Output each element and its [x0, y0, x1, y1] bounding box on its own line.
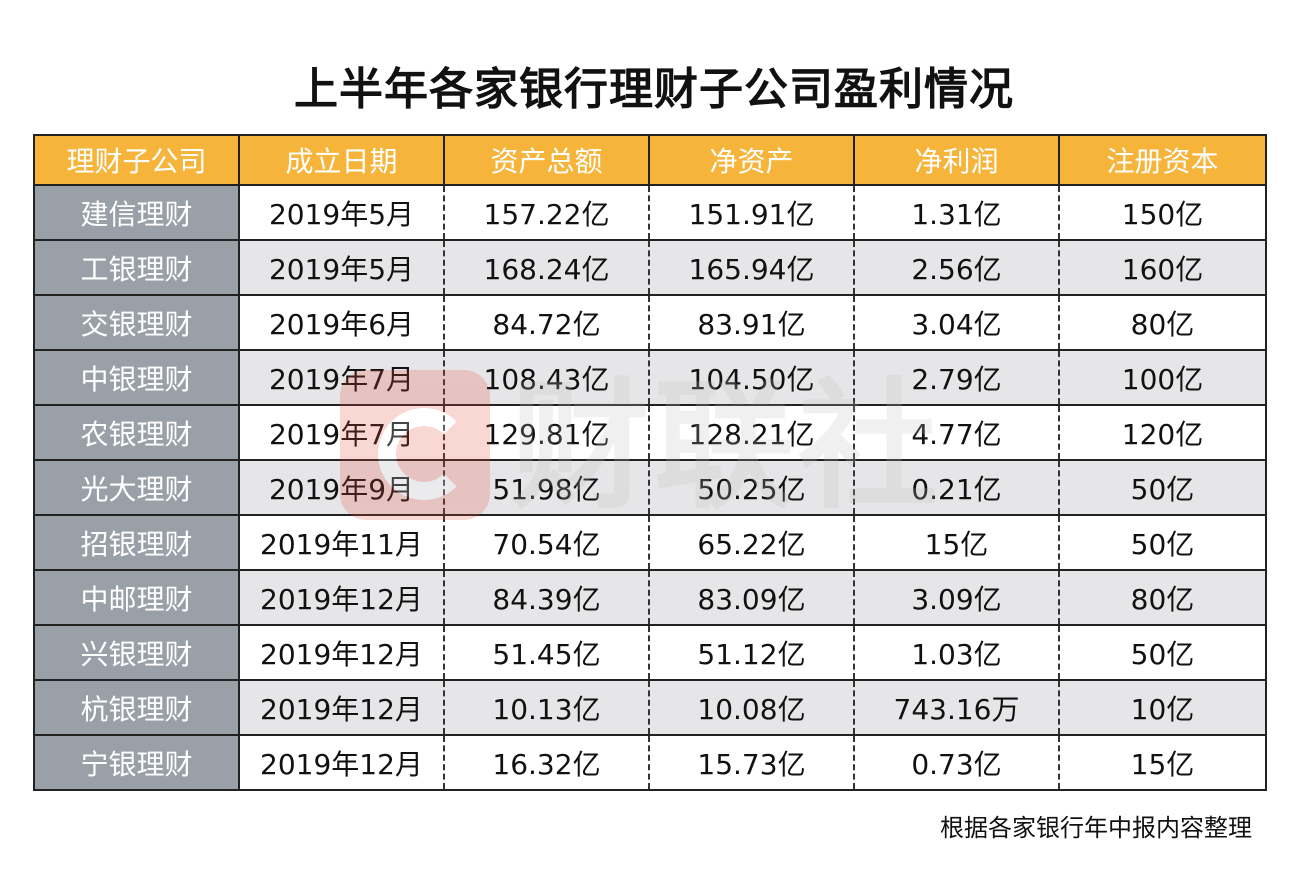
total-assets-cell: 51.98亿 [443, 459, 650, 516]
net-assets-cell: 83.09亿 [648, 569, 855, 626]
total-assets-cell: 84.72亿 [443, 294, 650, 351]
table-row: 宁银理财 2019年12月 16.32亿 15.73亿 0.73亿 15亿 [33, 734, 1267, 791]
registered-capital-cell: 160亿 [1058, 239, 1267, 296]
company-cell: 农银理财 [33, 404, 240, 461]
registered-capital-cell: 120亿 [1058, 404, 1267, 461]
company-cell: 兴银理财 [33, 624, 240, 681]
table-row: 交银理财 2019年6月 84.72亿 83.91亿 3.04亿 80亿 [33, 294, 1267, 351]
company-cell: 工银理财 [33, 239, 240, 296]
founded-date-cell: 2019年12月 [238, 734, 445, 791]
company-cell: 杭银理财 [33, 679, 240, 736]
registered-capital-cell: 80亿 [1058, 294, 1267, 351]
total-assets-cell: 168.24亿 [443, 239, 650, 296]
registered-capital-cell: 10亿 [1058, 679, 1267, 736]
founded-date-cell: 2019年12月 [238, 679, 445, 736]
net-assets-cell: 50.25亿 [648, 459, 855, 516]
table-row: 兴银理财 2019年12月 51.45亿 51.12亿 1.03亿 50亿 [33, 624, 1267, 681]
table-row: 招银理财 2019年11月 70.54亿 65.22亿 15亿 50亿 [33, 514, 1267, 571]
header-total-assets: 资产总额 [443, 134, 650, 186]
founded-date-cell: 2019年5月 [238, 184, 445, 241]
table-row: 农银理财 2019年7月 129.81亿 128.21亿 4.77亿 120亿 [33, 404, 1267, 461]
founded-date-cell: 2019年7月 [238, 349, 445, 406]
total-assets-cell: 16.32亿 [443, 734, 650, 791]
founded-date-cell: 2019年6月 [238, 294, 445, 351]
registered-capital-cell: 15亿 [1058, 734, 1267, 791]
founded-date-cell: 2019年9月 [238, 459, 445, 516]
net-assets-cell: 51.12亿 [648, 624, 855, 681]
net-assets-cell: 165.94亿 [648, 239, 855, 296]
total-assets-cell: 51.45亿 [443, 624, 650, 681]
total-assets-cell: 108.43亿 [443, 349, 650, 406]
profit-table-container: 理财子公司 成立日期 资产总额 净资产 净利润 注册资本 建信理财 2019年5月… [33, 134, 1267, 791]
company-cell: 建信理财 [33, 184, 240, 241]
net-assets-cell: 151.91亿 [648, 184, 855, 241]
net-assets-cell: 128.21亿 [648, 404, 855, 461]
net-profit-cell: 743.16万 [853, 679, 1060, 736]
total-assets-cell: 84.39亿 [443, 569, 650, 626]
net-profit-cell: 1.03亿 [853, 624, 1060, 681]
registered-capital-cell: 80亿 [1058, 569, 1267, 626]
founded-date-cell: 2019年12月 [238, 569, 445, 626]
header-company: 理财子公司 [33, 134, 240, 186]
founded-date-cell: 2019年12月 [238, 624, 445, 681]
net-profit-cell: 0.73亿 [853, 734, 1060, 791]
net-assets-cell: 104.50亿 [648, 349, 855, 406]
table-row: 中邮理财 2019年12月 84.39亿 83.09亿 3.09亿 80亿 [33, 569, 1267, 626]
net-profit-cell: 3.04亿 [853, 294, 1060, 351]
company-cell: 中邮理财 [33, 569, 240, 626]
net-profit-cell: 0.21亿 [853, 459, 1060, 516]
header-founded-date: 成立日期 [238, 134, 445, 186]
registered-capital-cell: 100亿 [1058, 349, 1267, 406]
founded-date-cell: 2019年11月 [238, 514, 445, 571]
total-assets-cell: 10.13亿 [443, 679, 650, 736]
page-title: 上半年各家银行理财子公司盈利情况 [294, 64, 1014, 115]
net-profit-cell: 2.56亿 [853, 239, 1060, 296]
company-cell: 光大理财 [33, 459, 240, 516]
founded-date-cell: 2019年5月 [238, 239, 445, 296]
source-footnote: 根据各家银行年中报内容整理 [940, 814, 1252, 842]
company-cell: 中银理财 [33, 349, 240, 406]
net-assets-cell: 15.73亿 [648, 734, 855, 791]
table-row: 工银理财 2019年5月 168.24亿 165.94亿 2.56亿 160亿 [33, 239, 1267, 296]
net-assets-cell: 10.08亿 [648, 679, 855, 736]
total-assets-cell: 157.22亿 [443, 184, 650, 241]
registered-capital-cell: 150亿 [1058, 184, 1267, 241]
table-row: 光大理财 2019年9月 51.98亿 50.25亿 0.21亿 50亿 [33, 459, 1267, 516]
company-cell: 交银理财 [33, 294, 240, 351]
registered-capital-cell: 50亿 [1058, 514, 1267, 571]
company-cell: 宁银理财 [33, 734, 240, 791]
table-body: 建信理财 2019年5月 157.22亿 151.91亿 1.31亿 150亿 工银理财 20… [33, 184, 1267, 791]
header-registered-capital: 注册资本 [1058, 134, 1267, 186]
profit-table: 理财子公司 成立日期 资产总额 净资产 净利润 注册资本 建信理财 2019年5月… [33, 134, 1267, 791]
net-assets-cell: 65.22亿 [648, 514, 855, 571]
net-profit-cell: 15亿 [853, 514, 1060, 571]
header-net-assets: 净资产 [648, 134, 855, 186]
table-row: 建信理财 2019年5月 157.22亿 151.91亿 1.31亿 150亿 [33, 184, 1267, 241]
net-profit-cell: 1.31亿 [853, 184, 1060, 241]
net-profit-cell: 2.79亿 [853, 349, 1060, 406]
founded-date-cell: 2019年7月 [238, 404, 445, 461]
table-row: 杭银理财 2019年12月 10.13亿 10.08亿 743.16万 10亿 [33, 679, 1267, 736]
total-assets-cell: 129.81亿 [443, 404, 650, 461]
total-assets-cell: 70.54亿 [443, 514, 650, 571]
net-profit-cell: 4.77亿 [853, 404, 1060, 461]
registered-capital-cell: 50亿 [1058, 624, 1267, 681]
company-cell: 招银理财 [33, 514, 240, 571]
registered-capital-cell: 50亿 [1058, 459, 1267, 516]
table-header-row: 理财子公司 成立日期 资产总额 净资产 净利润 注册资本 [33, 134, 1267, 186]
header-net-profit: 净利润 [853, 134, 1060, 186]
net-assets-cell: 83.91亿 [648, 294, 855, 351]
net-profit-cell: 3.09亿 [853, 569, 1060, 626]
table-row: 中银理财 2019年7月 108.43亿 104.50亿 2.79亿 100亿 [33, 349, 1267, 406]
